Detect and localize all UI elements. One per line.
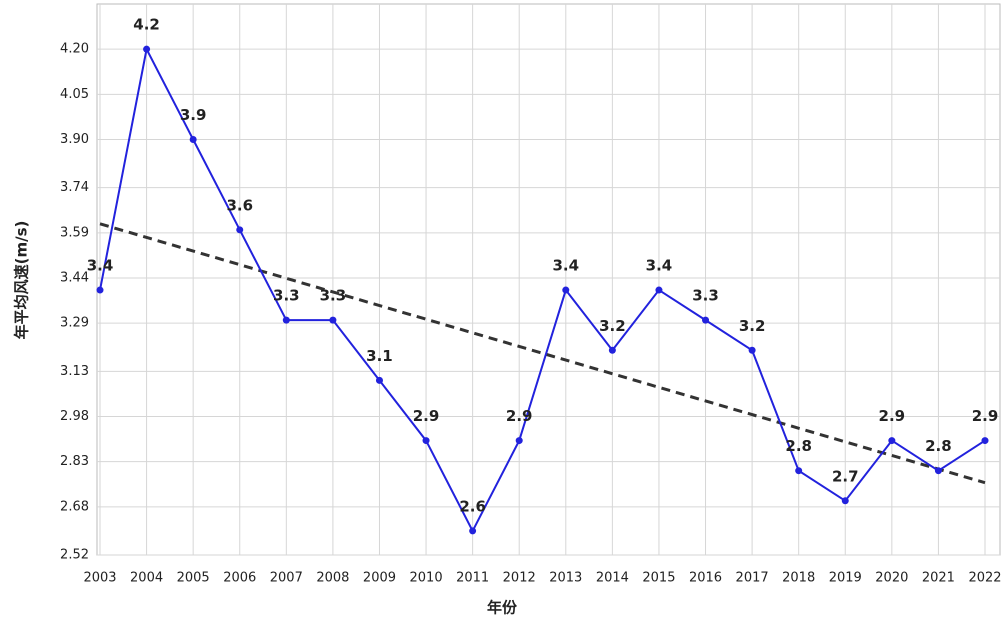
point bbox=[562, 286, 570, 294]
y-axis-label: 年平均风速(m/s) bbox=[13, 221, 31, 340]
point bbox=[189, 135, 197, 143]
y-tick-label: 2.52 bbox=[60, 548, 89, 563]
point bbox=[329, 316, 337, 324]
point bbox=[702, 316, 710, 324]
y-tick-label: 3.29 bbox=[60, 316, 89, 331]
data-label: 3.2 bbox=[739, 317, 766, 335]
y-tick-label: 3.74 bbox=[60, 180, 89, 195]
point bbox=[469, 527, 477, 535]
point bbox=[981, 437, 989, 445]
point bbox=[236, 226, 244, 234]
data-label: 2.7 bbox=[832, 467, 859, 485]
data-label: 3.3 bbox=[320, 287, 347, 305]
data-label: 2.9 bbox=[972, 407, 999, 425]
x-tick-label: 2019 bbox=[829, 571, 862, 586]
point bbox=[422, 437, 430, 445]
data-label: 3.3 bbox=[692, 287, 719, 305]
data-label: 3.4 bbox=[87, 257, 114, 275]
y-tick-label: 3.90 bbox=[60, 132, 89, 147]
point bbox=[748, 346, 756, 354]
data-label: 3.4 bbox=[646, 257, 673, 275]
x-axis-label: 年份 bbox=[487, 599, 518, 617]
point bbox=[375, 376, 383, 384]
x-tick-label: 2005 bbox=[177, 571, 210, 586]
x-tick-label: 2022 bbox=[968, 571, 1001, 586]
x-tick-label: 2003 bbox=[83, 571, 116, 586]
y-tick-label: 3.13 bbox=[60, 364, 89, 379]
data-label: 2.9 bbox=[879, 407, 906, 425]
data-label: 3.4 bbox=[553, 257, 580, 275]
line bbox=[99, 46, 986, 534]
y-tick-label: 4.20 bbox=[60, 42, 89, 57]
point bbox=[515, 437, 523, 445]
data-label: 2.8 bbox=[925, 437, 952, 455]
data-label: 3.1 bbox=[366, 347, 393, 365]
data-label: 2.6 bbox=[459, 497, 486, 515]
point bbox=[655, 286, 663, 294]
point bbox=[841, 497, 849, 505]
data-label: 4.2 bbox=[133, 16, 160, 34]
x-tick-label: 2017 bbox=[736, 571, 769, 586]
data-label: 2.9 bbox=[413, 407, 440, 425]
point bbox=[934, 467, 942, 475]
y-tick-label: 3.44 bbox=[60, 270, 89, 285]
y-tick-label: 2.68 bbox=[60, 499, 89, 514]
point bbox=[608, 346, 616, 354]
x-tick-label: 2016 bbox=[689, 571, 722, 586]
x-tick-label: 2014 bbox=[596, 571, 629, 586]
point bbox=[795, 467, 803, 475]
data-label: 3.6 bbox=[226, 196, 253, 214]
data-label: 3.9 bbox=[180, 106, 207, 124]
y-tick-label: 2.83 bbox=[60, 454, 89, 469]
y-tick-label: 4.05 bbox=[60, 87, 89, 102]
x-tick-label: 2021 bbox=[922, 571, 955, 586]
y-tick-label: 2.98 bbox=[60, 409, 89, 424]
x-tick-label: 2020 bbox=[875, 571, 908, 586]
point bbox=[888, 437, 896, 445]
trend-line bbox=[99, 222, 986, 485]
data-label: 2.8 bbox=[785, 437, 812, 455]
x-tick-label: 2011 bbox=[456, 571, 489, 586]
x-tick-label: 2009 bbox=[363, 571, 396, 586]
x-tick-label: 2015 bbox=[642, 571, 675, 586]
x-tick-label: 2006 bbox=[223, 571, 256, 586]
x-tick-label: 2007 bbox=[270, 571, 303, 586]
x-tick-label: 2008 bbox=[316, 571, 349, 586]
data-label: 2.9 bbox=[506, 407, 533, 425]
data-label: 3.2 bbox=[599, 317, 626, 335]
y-tick-label: 3.59 bbox=[60, 225, 89, 240]
point bbox=[143, 45, 151, 53]
x-tick-label: 2012 bbox=[503, 571, 536, 586]
point bbox=[282, 316, 290, 324]
x-tick-label: 2004 bbox=[130, 571, 163, 586]
x-tick-label: 2013 bbox=[549, 571, 582, 586]
x-tick-label: 2018 bbox=[782, 571, 815, 586]
x-tick-label: 2010 bbox=[410, 571, 443, 586]
data-label: 3.3 bbox=[273, 287, 300, 305]
plot-area bbox=[96, 3, 1001, 556]
point bbox=[96, 286, 104, 294]
